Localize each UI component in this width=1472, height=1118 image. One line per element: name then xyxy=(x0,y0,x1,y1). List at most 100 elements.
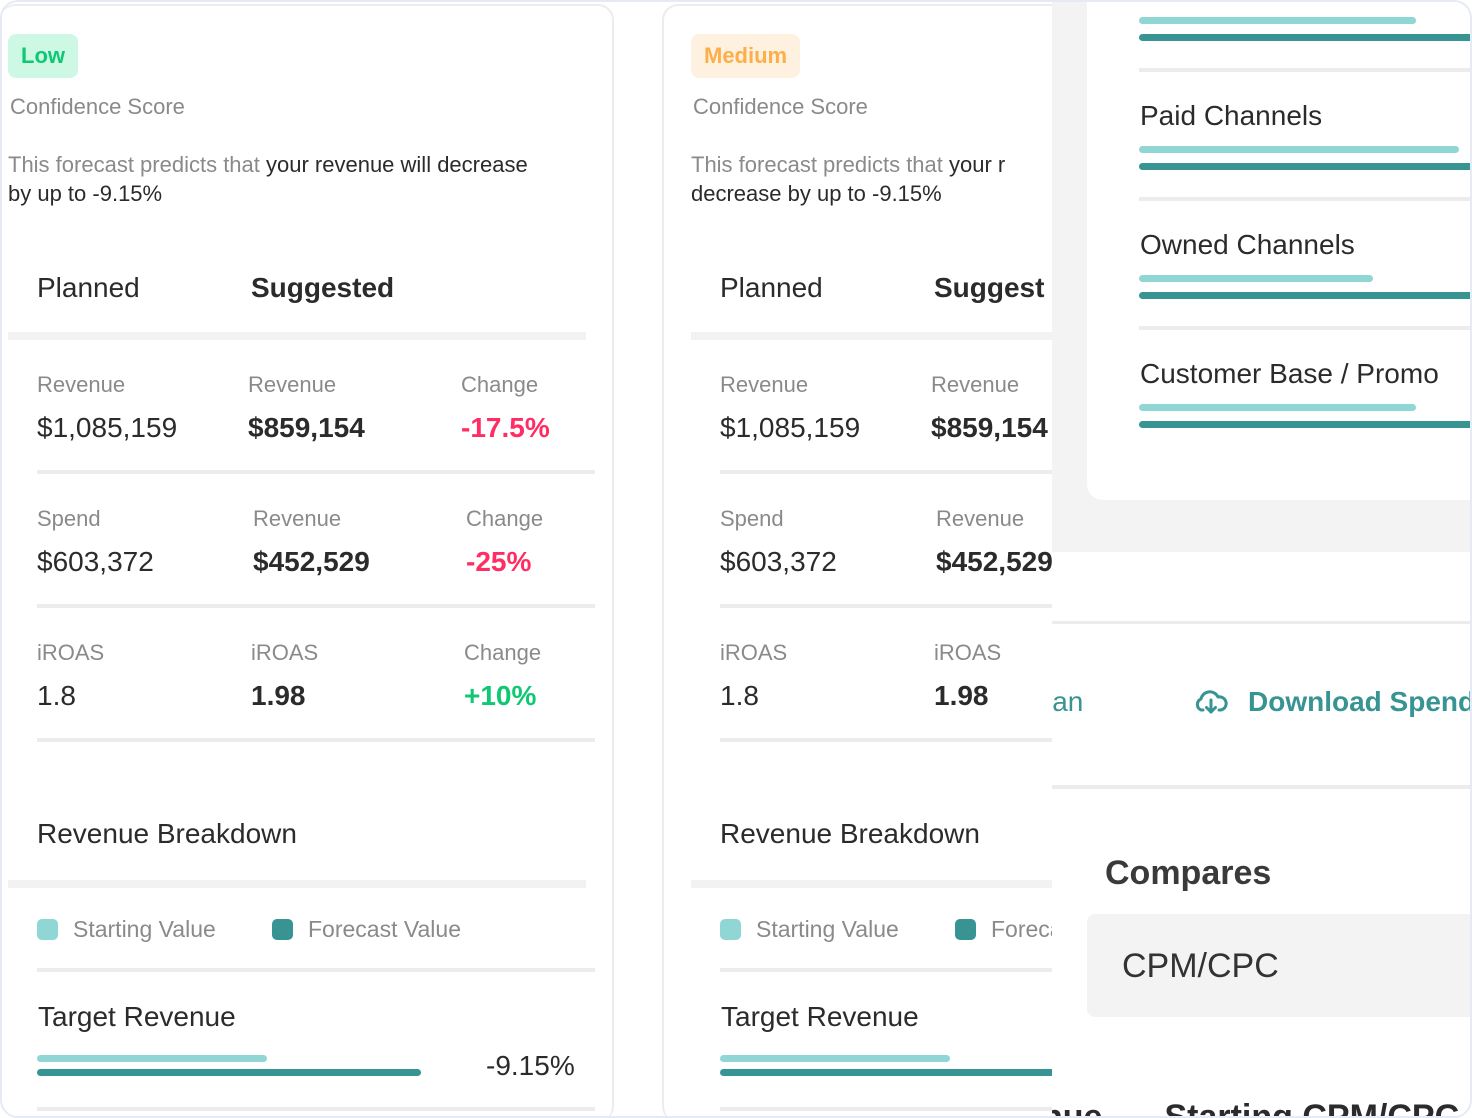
actions-divider xyxy=(1052,785,1470,789)
change-value: -25% xyxy=(466,546,532,577)
actions-divider xyxy=(1052,621,1470,624)
planned-value: $1,085,159 xyxy=(720,412,861,443)
planned-value: $603,372 xyxy=(720,546,837,577)
change-label: Change xyxy=(464,640,542,665)
tabs-divider xyxy=(691,332,1082,340)
channel-name-owned: Owned Channels xyxy=(1140,229,1355,260)
legend-label: Forecast Value xyxy=(308,916,461,942)
paid-starting-bar xyxy=(1139,146,1459,153)
owned-starting-bar xyxy=(1139,275,1373,282)
target-forecast-bar xyxy=(720,1069,1082,1076)
row-divider xyxy=(1139,68,1470,72)
tab-planned[interactable]: Planned xyxy=(720,272,823,303)
channels-card: Paid Channels Owned Channels Customer Ba… xyxy=(1087,2,1470,500)
legend-divider xyxy=(720,968,1082,972)
target-starting-bar xyxy=(720,1055,950,1062)
planned-label: Revenue xyxy=(37,372,126,397)
planned-label: Spend xyxy=(37,506,101,531)
metric-row-revenue: Revenue $1,085,159 Revenue $859,154 Change… xyxy=(2,372,600,506)
suggested-value: $859,154 xyxy=(931,412,1048,443)
metric-row-spend: Spend $603,372 Revenue $452,529 Change -25% xyxy=(2,506,600,640)
planned-label: Spend xyxy=(720,506,784,531)
forecast-value-swatch xyxy=(272,919,293,940)
legend-label: Starting Value xyxy=(756,916,899,942)
legend-forecast-value: Forecast Value xyxy=(272,916,461,943)
target-forecast-bar xyxy=(37,1069,421,1076)
forecast-summary-prefix: This forecast predicts that xyxy=(8,152,266,177)
forecast-value-swatch xyxy=(955,919,976,940)
row-divider xyxy=(720,470,1082,474)
row-divider xyxy=(37,738,595,742)
forecast-summary-highlight: your revenue will decrease by up to -9.1… xyxy=(8,152,528,206)
target-starting-bar xyxy=(37,1055,267,1062)
row-divider xyxy=(1139,197,1470,201)
revenue-breakdown-title: Revenue Breakdown xyxy=(720,818,980,849)
suggested-label: Revenue xyxy=(936,506,1025,531)
forecast-summary: This forecast predicts that your r decre… xyxy=(691,150,1082,208)
change-label: Change xyxy=(461,372,539,397)
metric-row-spend: Spend $603,372 Revenue $452,529 xyxy=(664,506,1082,640)
legend-starting-value: Starting Value xyxy=(720,916,899,943)
forecast-summary-highlight: your r xyxy=(949,152,1006,177)
row-divider xyxy=(37,470,595,474)
suggested-label: Revenue xyxy=(931,372,1020,397)
download-spend-label: Download Spend xyxy=(1248,686,1472,717)
forecast-card-low: Low Confidence Score This forecast predi… xyxy=(2,4,614,1116)
tab-suggested[interactable]: Suggest xyxy=(934,272,1045,303)
suggested-label: iROAS xyxy=(934,640,1002,665)
confidence-score-label: Confidence Score xyxy=(10,94,185,119)
download-spend-button[interactable]: Download Spend xyxy=(1194,686,1472,718)
forecast-summary: This forecast predicts that your revenue… xyxy=(8,150,528,208)
paid-forecast-bar xyxy=(1139,163,1470,170)
planned-value: $603,372 xyxy=(37,546,154,577)
forecast-summary-line2: decrease by up to -9.15% xyxy=(691,181,942,206)
customer-base-starting-bar xyxy=(1139,404,1416,411)
row-divider xyxy=(720,1107,1082,1111)
metric-row-revenue: Revenue $1,085,159 Revenue $859,154 xyxy=(664,372,1082,506)
legend-label: Starting Value xyxy=(73,916,216,942)
section-divider xyxy=(691,880,1082,888)
suggested-label: Revenue xyxy=(253,506,342,531)
suggested-value: $452,529 xyxy=(253,546,370,577)
revenue-breakdown-title: Revenue Breakdown xyxy=(37,818,297,849)
target-revenue-change: -9.15% xyxy=(486,1050,575,1081)
planned-label: iROAS xyxy=(37,640,105,665)
suggested-label: iROAS xyxy=(251,640,319,665)
metric-row-iroas: iROAS 1.8 iROAS 1.98 xyxy=(664,640,1082,774)
tabs-divider xyxy=(8,332,586,340)
row-divider xyxy=(37,604,595,608)
channel-starting-bar xyxy=(1139,17,1416,24)
planned-value: 1.8 xyxy=(37,680,76,711)
bottom-header-peek: nue Starting CPM/CPC xyxy=(1052,1098,1459,1118)
suggested-value: $859,154 xyxy=(248,412,365,443)
plan-link[interactable]: lan xyxy=(1052,686,1084,717)
forecast-summary-prefix: This forecast predicts that xyxy=(691,152,949,177)
suggested-value: 1.98 xyxy=(934,680,989,711)
row-divider xyxy=(720,738,1082,742)
target-revenue-title: Target Revenue xyxy=(721,1001,919,1032)
tab-suggested[interactable]: Suggested xyxy=(251,272,395,303)
suggested-value: 1.98 xyxy=(251,680,306,711)
cloud-download-icon xyxy=(1195,690,1228,714)
target-revenue-title: Target Revenue xyxy=(38,1001,236,1032)
legend-divider xyxy=(37,968,595,972)
planned-value: $1,085,159 xyxy=(37,412,178,443)
tab-planned[interactable]: Planned xyxy=(37,272,140,303)
compares-selected-value: CPM/CPC xyxy=(1122,947,1279,985)
channel-forecast-bar xyxy=(1139,34,1470,41)
planned-label: iROAS xyxy=(720,640,788,665)
row-divider xyxy=(37,1107,595,1111)
customer-base-forecast-bar xyxy=(1139,421,1470,428)
channel-overlay-panel: Paid Channels Owned Channels Customer Ba… xyxy=(1052,2,1472,1118)
peek-column-1: nue xyxy=(1052,1098,1103,1118)
row-divider xyxy=(720,604,1082,608)
suggested-label: Revenue xyxy=(248,372,337,397)
compares-select[interactable]: CPM/CPC xyxy=(1087,914,1470,1017)
owned-forecast-bar xyxy=(1139,292,1470,299)
channels-panel-bg: Paid Channels Owned Channels Customer Ba… xyxy=(1052,2,1470,552)
compares-title: Compares xyxy=(1105,854,1272,892)
channel-name-paid: Paid Channels xyxy=(1140,100,1323,131)
section-divider xyxy=(8,880,586,888)
change-label: Change xyxy=(466,506,544,531)
